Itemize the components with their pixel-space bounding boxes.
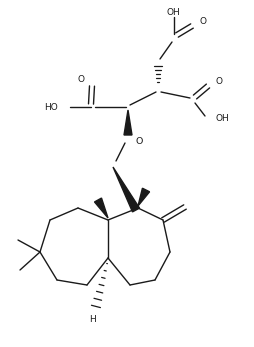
- Polygon shape: [94, 198, 108, 218]
- Polygon shape: [138, 188, 150, 206]
- Polygon shape: [113, 167, 139, 212]
- Text: O: O: [215, 76, 222, 85]
- Text: HO: HO: [44, 102, 58, 111]
- Text: OH: OH: [215, 113, 229, 122]
- Polygon shape: [124, 110, 132, 135]
- Text: OH: OH: [166, 8, 180, 17]
- Text: O: O: [78, 75, 85, 84]
- Text: O: O: [199, 17, 206, 25]
- Text: H: H: [89, 314, 95, 323]
- Text: O: O: [136, 136, 143, 145]
